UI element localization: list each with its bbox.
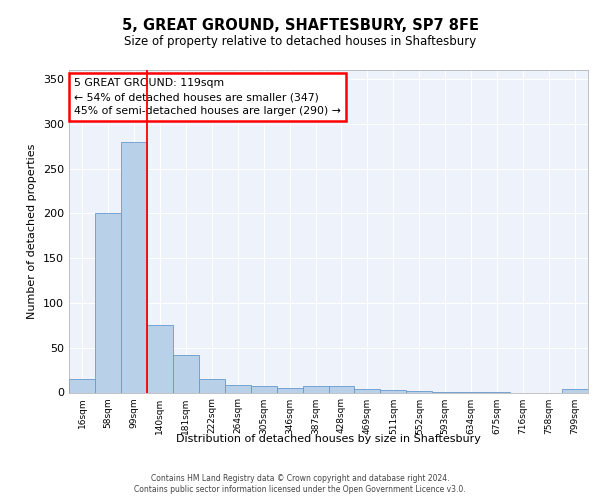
Bar <box>355 389 380 392</box>
Bar <box>147 326 173 392</box>
Bar <box>69 379 95 392</box>
Text: 5, GREAT GROUND, SHAFTESBURY, SP7 8FE: 5, GREAT GROUND, SHAFTESBURY, SP7 8FE <box>121 18 479 32</box>
Bar <box>121 142 147 392</box>
Bar <box>173 355 199 393</box>
Bar <box>95 214 121 392</box>
Bar <box>277 388 302 392</box>
Bar <box>380 390 406 392</box>
Bar <box>302 386 329 392</box>
Bar <box>251 386 277 392</box>
Bar <box>562 389 588 392</box>
Text: Contains HM Land Registry data © Crown copyright and database right 2024.
Contai: Contains HM Land Registry data © Crown c… <box>134 474 466 494</box>
Bar <box>225 386 251 392</box>
Y-axis label: Number of detached properties: Number of detached properties <box>28 144 37 319</box>
Text: 5 GREAT GROUND: 119sqm
← 54% of detached houses are smaller (347)
45% of semi-de: 5 GREAT GROUND: 119sqm ← 54% of detached… <box>74 78 341 116</box>
Bar <box>199 379 224 392</box>
Bar <box>406 390 432 392</box>
Text: Distribution of detached houses by size in Shaftesbury: Distribution of detached houses by size … <box>176 434 481 444</box>
Text: Size of property relative to detached houses in Shaftesbury: Size of property relative to detached ho… <box>124 35 476 48</box>
Bar <box>329 386 355 392</box>
